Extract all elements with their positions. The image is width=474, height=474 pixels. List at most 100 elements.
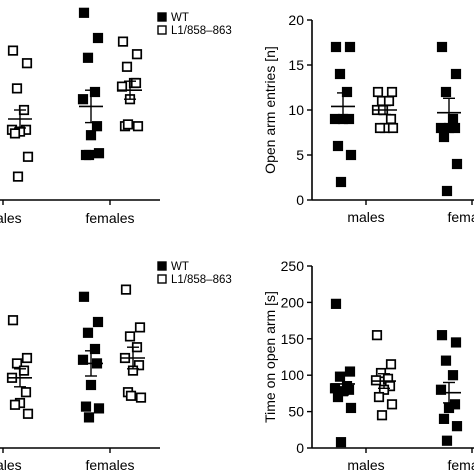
top-left-legend-marker: [157, 25, 167, 35]
bottom-left-category-label-males: males: [0, 457, 22, 473]
top-right-data-point: [383, 95, 395, 107]
top-right-y-tick-label: 20: [288, 12, 304, 28]
top-right-data-point: [372, 86, 384, 98]
bottom-right-y-tick-label: 250: [281, 258, 305, 274]
top-right-data-point: [441, 185, 453, 197]
top-left-legend-marker: [157, 12, 167, 22]
top-left-data-point: [85, 130, 97, 141]
bottom-left-data-point: [82, 327, 94, 338]
top-left-data-point: [11, 83, 23, 94]
top-left-legend-label: WT: [171, 12, 189, 24]
bottom-left-data-point: [9, 399, 21, 410]
top-right-data-point: [335, 176, 347, 188]
bottom-left-data-point: [83, 412, 95, 423]
bottom-right-data-point: [450, 337, 462, 348]
top-left-data-point: [89, 86, 101, 98]
top-right-y-tick-label: 0: [296, 192, 304, 208]
top-right-data-point: [341, 86, 353, 98]
bottom-right-data-point: [373, 391, 385, 403]
bottom-left-data-point: [134, 322, 146, 333]
bottom-left-legend-label: L1/858–863: [171, 274, 232, 286]
bottom-left-data-point: [21, 352, 33, 364]
top-left-data-point: [132, 121, 144, 132]
bottom-left-data-point: [18, 365, 30, 376]
bottom-right-data-point: [385, 359, 397, 370]
bottom-left-data-point: [124, 331, 136, 342]
bottom-left-legend-marker: [157, 261, 167, 271]
bottom-right-data-point: [345, 402, 357, 414]
top-right-data-point: [330, 41, 342, 53]
bottom-left-data-point: [22, 408, 34, 419]
bottom-right-data-point: [436, 330, 448, 341]
bottom-right-data-point: [386, 399, 398, 410]
top-right-data-point: [451, 158, 463, 170]
bottom-right-y-tick-label: 100: [281, 367, 305, 383]
top-right-data-point: [385, 113, 397, 125]
top-left-legend-label: L1/858–863: [171, 25, 232, 37]
bottom-left-data-point: [20, 387, 32, 398]
bottom-left-data-point: [7, 315, 19, 326]
bottom-right-data-point: [376, 410, 388, 421]
top-right-data-point: [450, 68, 462, 80]
bottom-right-y-axis-label: Time on open arm [s]: [262, 291, 278, 423]
top-right-category-label-females: females: [447, 209, 474, 225]
top-left-data-point: [21, 58, 33, 69]
top-left-data-point: [12, 171, 24, 182]
top-left-data-point: [93, 148, 105, 159]
top-left-data-point: [92, 32, 104, 44]
top-right-data-point: [438, 131, 450, 143]
bottom-left-data-point: [92, 316, 104, 328]
top-right-data-point: [332, 140, 344, 152]
top-right-data-point: [440, 86, 452, 98]
bottom-left-data-point: [93, 403, 105, 414]
bottom-right-data-point: [335, 437, 347, 448]
top-left-data-point: [7, 45, 19, 56]
bottom-right-y-tick-label: 150: [281, 331, 305, 347]
top-left-data-point: [22, 151, 34, 162]
top-right-y-tick-label: 10: [288, 102, 304, 118]
top-right-category-label-males: males: [347, 209, 384, 225]
bottom-right-y-tick-label: 200: [281, 294, 305, 310]
top-left-category-label-males: males: [0, 210, 22, 226]
bottom-right-data-point: [371, 330, 383, 341]
bottom-right-data-point: [440, 355, 452, 366]
top-right-y-tick-label: 5: [296, 147, 304, 163]
bottom-left-legend-label: WT: [171, 261, 189, 273]
top-left-data-point: [77, 94, 89, 105]
top-right-data-point: [447, 113, 459, 125]
bottom-left-category-label-females: females: [85, 457, 134, 473]
bottom-right-y-tick-label: 50: [288, 404, 304, 420]
bottom-right-category-label-females: females: [447, 457, 474, 473]
top-right-data-point: [345, 149, 357, 161]
bottom-left-legend-marker: [157, 274, 167, 284]
top-right-y-tick-label: 15: [288, 57, 304, 73]
top-left-data-point: [78, 7, 90, 18]
top-left-data-point: [82, 52, 94, 63]
top-right-data-point: [386, 86, 398, 98]
top-left-data-point: [122, 119, 134, 130]
top-left-data-point: [121, 61, 133, 72]
bottom-left-data-point: [11, 358, 23, 369]
top-left-data-point: [9, 128, 21, 139]
bottom-left-data-point: [89, 343, 101, 355]
bottom-right-data-point: [451, 421, 463, 432]
bottom-right-data-point: [344, 366, 356, 377]
top-left-data-point: [131, 49, 143, 60]
top-right-data-point: [387, 122, 399, 134]
top-right-data-point: [344, 41, 356, 53]
top-left-data-point: [117, 36, 129, 47]
top-right-data-point: [436, 41, 448, 53]
top-left-data-point: [83, 149, 95, 161]
bottom-right-y-tick-label: 0: [296, 440, 304, 456]
bottom-right-data-point: [443, 402, 455, 414]
top-left-data-point: [130, 77, 142, 89]
bottom-right-category-label-males: males: [347, 457, 384, 473]
bottom-right-data-point: [435, 384, 447, 395]
top-right-data-point: [374, 122, 386, 134]
top-right-y-axis-label: Open arm entries [n]: [262, 46, 278, 174]
bottom-left-data-point: [78, 291, 90, 302]
bottom-left-data-point: [80, 401, 92, 412]
bottom-right-data-point: [332, 391, 344, 403]
bottom-right-data-point: [441, 435, 453, 446]
